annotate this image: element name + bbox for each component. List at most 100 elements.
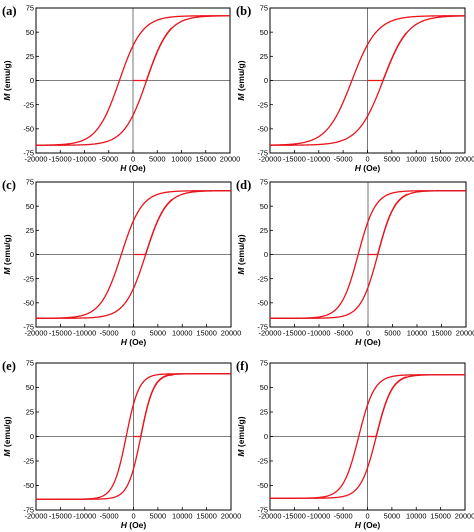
y-tick-label: 75 bbox=[260, 178, 268, 187]
ascending-branch-line bbox=[36, 190, 232, 319]
x-tick-label: -15000 bbox=[283, 329, 306, 338]
y-tick-label: 75 bbox=[26, 359, 34, 368]
x-tick-label: -20000 bbox=[24, 329, 47, 338]
descending-branch-line bbox=[269, 15, 465, 146]
initial-magnetization-line bbox=[133, 27, 173, 82]
x-tick-label: -10000 bbox=[307, 329, 330, 338]
y-axis-label: M (emu/g) bbox=[236, 416, 246, 456]
y-tick-label: -25 bbox=[23, 274, 34, 283]
descending-branch-line bbox=[35, 190, 231, 319]
y-tick-label: 50 bbox=[260, 28, 268, 37]
x-axis-label: H (Oe) bbox=[121, 337, 147, 347]
y-tick-label: 25 bbox=[26, 52, 34, 61]
y-tick-label: -25 bbox=[23, 100, 34, 109]
x-tick-label: -20000 bbox=[24, 512, 47, 521]
x-tick-label: -5000 bbox=[334, 155, 353, 164]
y-axis-label: M (emu/g) bbox=[2, 60, 12, 100]
x-tick-label: 20000 bbox=[455, 155, 474, 164]
initial-magnetization-line bbox=[368, 193, 408, 256]
y-tick-label: 25 bbox=[260, 408, 268, 417]
panel-label: (f) bbox=[236, 359, 249, 373]
x-tick-label: 10000 bbox=[172, 512, 193, 521]
x-tick-label: 20000 bbox=[220, 155, 241, 164]
x-tick-label: 0 bbox=[365, 155, 369, 164]
y-tick-label: 75 bbox=[260, 359, 268, 368]
x-tick-label: -5000 bbox=[334, 329, 353, 338]
x-tick-label: 5000 bbox=[384, 329, 400, 338]
y-tick-label: 75 bbox=[26, 178, 34, 187]
y-tick-label: 0 bbox=[30, 76, 34, 85]
initial-magnetization-line bbox=[133, 198, 173, 256]
x-tick-label: -20000 bbox=[258, 512, 281, 521]
y-axis-label: M (emu/g) bbox=[236, 234, 246, 274]
x-tick-label: -15000 bbox=[49, 155, 72, 164]
initial-magnetization-line bbox=[367, 32, 408, 82]
ascending-branch-line bbox=[270, 190, 466, 319]
y-tick-label: 75 bbox=[260, 4, 268, 13]
x-tick-label: 10000 bbox=[406, 155, 427, 164]
x-tick-label: -10000 bbox=[73, 155, 96, 164]
y-tick-label: -75 bbox=[23, 323, 34, 332]
y-tick-label: -25 bbox=[257, 100, 268, 109]
y-tick-label: -25 bbox=[257, 457, 268, 466]
panel-label: (b) bbox=[236, 4, 251, 18]
y-axis-label: M (emu/g) bbox=[236, 60, 246, 100]
x-tick-label: 0 bbox=[131, 512, 135, 521]
x-tick-label: 10000 bbox=[171, 155, 192, 164]
x-tick-label: -5000 bbox=[99, 155, 118, 164]
x-tick-label: 5000 bbox=[384, 155, 400, 164]
y-tick-label: 0 bbox=[30, 250, 34, 259]
y-tick-label: -50 bbox=[257, 124, 268, 133]
ascending-branch-line bbox=[270, 15, 466, 146]
x-tick-label: 15000 bbox=[196, 329, 217, 338]
y-tick-label: 50 bbox=[26, 383, 34, 392]
y-tick-label: -25 bbox=[23, 457, 34, 466]
panel-label: (a) bbox=[2, 4, 17, 18]
y-tick-label: -50 bbox=[23, 298, 34, 307]
x-tick-label: 0 bbox=[365, 512, 369, 521]
descending-branch-line bbox=[35, 15, 230, 146]
x-tick-label: -15000 bbox=[49, 512, 72, 521]
x-tick-label: 20000 bbox=[221, 329, 242, 338]
initial-magnetization-line bbox=[133, 374, 173, 438]
x-tick-label: 15000 bbox=[430, 155, 451, 164]
ascending-branch-line bbox=[36, 15, 231, 146]
initial-magnetization-line bbox=[367, 376, 407, 438]
y-tick-label: -50 bbox=[257, 481, 268, 490]
x-tick-label: 5000 bbox=[149, 155, 165, 164]
x-tick-label: -15000 bbox=[283, 512, 306, 521]
x-axis-label: H (Oe) bbox=[120, 163, 146, 173]
y-tick-label: 50 bbox=[260, 383, 268, 392]
y-tick-label: -75 bbox=[23, 506, 34, 515]
x-tick-label: -20000 bbox=[258, 329, 281, 338]
x-tick-label: 0 bbox=[366, 329, 370, 338]
y-tick-label: 25 bbox=[260, 226, 268, 235]
x-tick-label: -5000 bbox=[100, 512, 119, 521]
y-tick-label: 75 bbox=[26, 4, 34, 13]
x-tick-label: 10000 bbox=[406, 512, 427, 521]
x-tick-label: 10000 bbox=[407, 329, 428, 338]
y-axis-label: M (emu/g) bbox=[2, 416, 12, 456]
x-tick-label: 0 bbox=[131, 155, 135, 164]
x-axis-label: H (Oe) bbox=[355, 520, 381, 530]
x-tick-label: 20000 bbox=[221, 512, 242, 521]
x-axis-label: H (Oe) bbox=[355, 337, 381, 347]
y-tick-label: -50 bbox=[23, 124, 34, 133]
y-tick-label: 0 bbox=[264, 76, 268, 85]
x-tick-label: -5000 bbox=[100, 329, 119, 338]
y-axis-label: M (emu/g) bbox=[2, 234, 12, 274]
x-tick-label: -15000 bbox=[283, 155, 306, 164]
x-tick-label: -20000 bbox=[24, 155, 47, 164]
ascending-branch-line bbox=[36, 373, 231, 500]
x-tick-label: -10000 bbox=[73, 512, 96, 521]
y-tick-label: -75 bbox=[23, 149, 34, 158]
y-tick-label: 0 bbox=[264, 432, 268, 441]
y-tick-label: 25 bbox=[26, 408, 34, 417]
x-tick-label: 5000 bbox=[150, 512, 166, 521]
